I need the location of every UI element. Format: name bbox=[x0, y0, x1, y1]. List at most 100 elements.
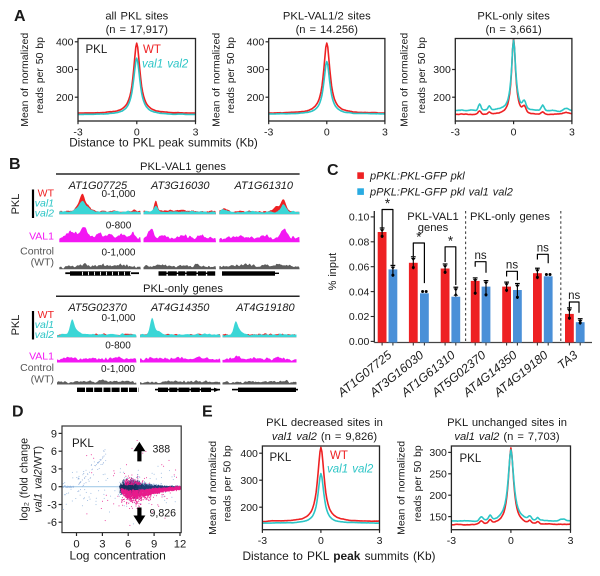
svg-text:3: 3 bbox=[51, 464, 57, 476]
svg-text:reads per 50 bp: reads per 50 bp bbox=[225, 37, 237, 113]
svg-text:3: 3 bbox=[569, 127, 575, 139]
svg-text:0.04: 0.04 bbox=[349, 286, 370, 298]
svg-text:12: 12 bbox=[174, 539, 187, 551]
svg-text:(WT): (WT) bbox=[31, 257, 54, 269]
svg-text:-3: -3 bbox=[258, 535, 267, 547]
svg-text:300: 300 bbox=[240, 475, 258, 487]
svg-text:0-1,000: 0-1,000 bbox=[102, 313, 136, 324]
svg-text:*: * bbox=[385, 196, 391, 211]
svg-text:C: C bbox=[327, 162, 339, 179]
svg-text:Log concentration: Log concentration bbox=[69, 548, 165, 562]
svg-text:0: 0 bbox=[511, 127, 517, 139]
svg-text:PKL-VAL1 genes: PKL-VAL1 genes bbox=[140, 161, 226, 173]
svg-text:PKL: PKL bbox=[10, 194, 22, 215]
svg-text:3: 3 bbox=[99, 539, 105, 551]
svg-text:PKL-VAL1: PKL-VAL1 bbox=[407, 211, 458, 223]
svg-text:PKL: PKL bbox=[10, 315, 22, 336]
svg-text:AT1G61310: AT1G61310 bbox=[234, 180, 294, 192]
svg-text:0: 0 bbox=[508, 535, 514, 547]
svg-text:400: 400 bbox=[240, 448, 258, 460]
svg-text:WT: WT bbox=[38, 188, 55, 200]
svg-text:300: 300 bbox=[429, 447, 447, 459]
svg-text:Mean of normalized: Mean of normalized bbox=[396, 441, 408, 535]
svg-text:VAL1: VAL1 bbox=[29, 351, 54, 363]
svg-text:200: 200 bbox=[429, 490, 447, 502]
svg-text:9: 9 bbox=[51, 428, 57, 440]
svg-text:0.02: 0.02 bbox=[349, 311, 370, 323]
svg-text:0: 0 bbox=[324, 127, 330, 139]
svg-text:PKL: PKL bbox=[270, 452, 292, 464]
svg-text:val1 val2: val1 val2 bbox=[327, 464, 374, 476]
svg-text:A: A bbox=[14, 8, 26, 25]
svg-text:AT3G16030: AT3G16030 bbox=[150, 180, 210, 192]
svg-text:AT4G14350: AT4G14350 bbox=[150, 302, 210, 314]
svg-text:400: 400 bbox=[56, 37, 74, 49]
svg-text:val1 val2: val1 val2 bbox=[142, 59, 189, 71]
svg-text:ns: ns bbox=[537, 243, 549, 255]
svg-text:PKL-only genes: PKL-only genes bbox=[470, 211, 550, 223]
svg-text:PKL unchanged sites in: PKL unchanged sites in bbox=[447, 417, 567, 429]
svg-text:AT5G02370: AT5G02370 bbox=[67, 302, 127, 314]
svg-text:reads per 50 bp: reads per 50 bp bbox=[412, 445, 424, 521]
svg-text:reads per 50 bp: reads per 50 bp bbox=[416, 37, 428, 113]
svg-text:300: 300 bbox=[56, 64, 74, 76]
svg-text:AT1G07725: AT1G07725 bbox=[68, 180, 128, 192]
svg-text:0-1,000: 0-1,000 bbox=[102, 189, 136, 200]
svg-text:250: 250 bbox=[429, 469, 447, 481]
svg-text:PKL: PKL bbox=[460, 453, 482, 465]
svg-text:150: 150 bbox=[429, 511, 447, 523]
svg-text:VAL1: VAL1 bbox=[29, 231, 54, 243]
svg-text:-6: -6 bbox=[47, 517, 57, 529]
svg-text:(n = 3,661): (n = 3,661) bbox=[485, 24, 541, 36]
svg-text:0-1,000: 0-1,000 bbox=[102, 248, 136, 259]
svg-text:ns: ns bbox=[506, 260, 518, 272]
svg-text:pPKL:PKL-GFP pkl: pPKL:PKL-GFP pkl bbox=[369, 171, 465, 183]
svg-text:ns: ns bbox=[475, 250, 487, 262]
svg-text:B: B bbox=[9, 156, 21, 173]
svg-text:pPKL:PKL-GFP pkl val1 val2: pPKL:PKL-GFP pkl val1 val2 bbox=[369, 187, 513, 199]
svg-text:reads per 50 bp: reads per 50 bp bbox=[34, 37, 46, 113]
svg-text:PKL-only genes: PKL-only genes bbox=[143, 283, 223, 295]
svg-text:val1 val2/WT): val1 val2/WT) bbox=[33, 446, 45, 513]
svg-text:0-800: 0-800 bbox=[106, 221, 132, 232]
svg-text:(WT): (WT) bbox=[31, 374, 54, 386]
svg-text:0.00: 0.00 bbox=[349, 336, 370, 348]
svg-text:Mean of normalized: Mean of normalized bbox=[207, 441, 219, 535]
svg-text:Mean of normalized: Mean of normalized bbox=[19, 33, 31, 127]
svg-text:WT: WT bbox=[330, 450, 348, 462]
svg-text:(n = 17,917): (n = 17,917) bbox=[106, 24, 169, 36]
svg-text:0: 0 bbox=[73, 539, 79, 551]
svg-text:-3: -3 bbox=[447, 535, 456, 547]
svg-text:0-1,000: 0-1,000 bbox=[101, 364, 135, 375]
svg-text:ns: ns bbox=[568, 290, 580, 302]
svg-text:D: D bbox=[12, 404, 24, 421]
svg-text:PKL: PKL bbox=[86, 44, 108, 56]
svg-text:9: 9 bbox=[151, 539, 157, 551]
svg-text:*: * bbox=[416, 230, 422, 245]
svg-text:Control: Control bbox=[20, 362, 54, 374]
svg-text:-3: -3 bbox=[47, 500, 57, 512]
svg-text:0-800: 0-800 bbox=[105, 341, 131, 352]
svg-text:3: 3 bbox=[193, 127, 199, 139]
svg-text:log₂ (fold change: log₂ (fold change bbox=[19, 438, 31, 521]
svg-text:0.08: 0.08 bbox=[349, 237, 370, 249]
svg-text:val1: val1 bbox=[35, 198, 54, 210]
svg-text:3: 3 bbox=[382, 127, 388, 139]
svg-text:val2: val2 bbox=[35, 208, 54, 220]
svg-text:reads per 50 bp: reads per 50 bp bbox=[222, 445, 234, 521]
svg-text:388: 388 bbox=[153, 444, 171, 456]
svg-text:6: 6 bbox=[125, 539, 131, 551]
svg-text:AT4G19180: AT4G19180 bbox=[235, 302, 295, 314]
svg-text:3: 3 bbox=[377, 535, 383, 547]
svg-text:9,826: 9,826 bbox=[150, 508, 177, 520]
svg-text:PKL-VAL1/2 sites: PKL-VAL1/2 sites bbox=[283, 11, 371, 23]
svg-text:200: 200 bbox=[56, 92, 74, 104]
svg-text:PKL-only sites: PKL-only sites bbox=[477, 11, 550, 23]
svg-text:% input: % input bbox=[327, 253, 339, 291]
svg-text:Control: Control bbox=[20, 246, 54, 258]
svg-text:WT: WT bbox=[143, 44, 161, 56]
svg-text:(n = 14.256): (n = 14.256) bbox=[296, 24, 359, 36]
svg-text:200: 200 bbox=[247, 92, 265, 104]
svg-text:all PKL sites: all PKL sites bbox=[105, 11, 168, 23]
svg-text:Mean of normalized: Mean of normalized bbox=[399, 33, 411, 127]
